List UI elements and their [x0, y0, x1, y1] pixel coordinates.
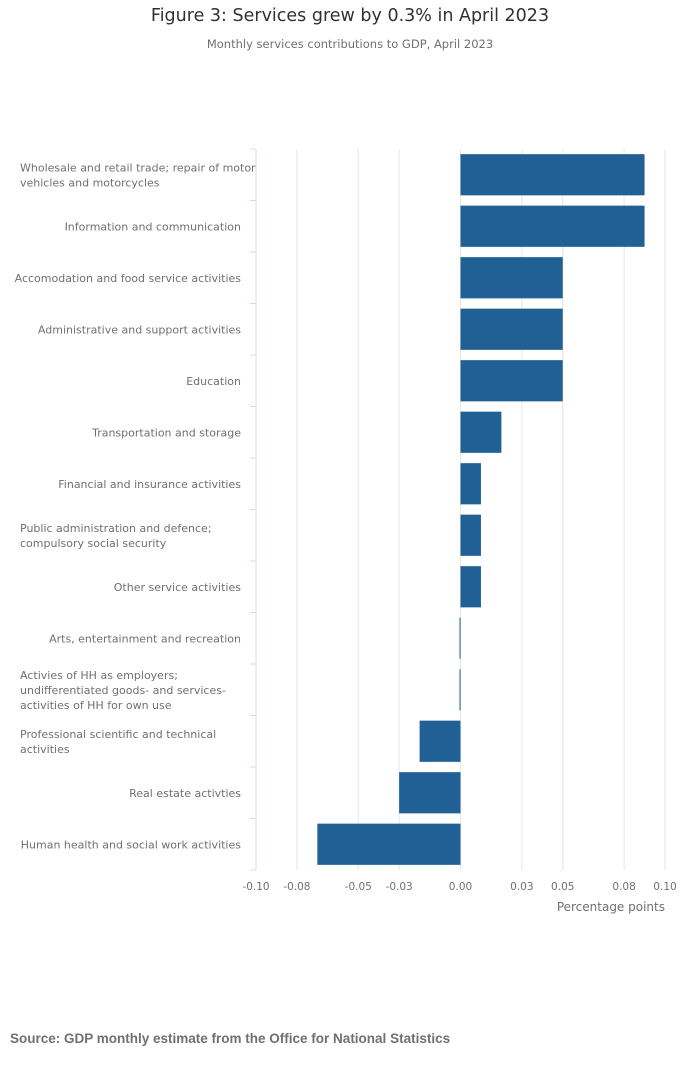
bar[interactable] [459, 617, 461, 659]
bar-chart: Wholesale and retail trade; repair of mo… [15, 148, 677, 914]
category-label: Financial and insurance activities [58, 478, 241, 491]
bar[interactable] [460, 463, 481, 505]
bar[interactable] [460, 514, 481, 556]
category-label: Other service activities [114, 581, 241, 594]
bar[interactable] [460, 566, 481, 608]
category-label: Activies of HH as employers; undifferenti… [20, 669, 226, 712]
chart-subtitle: Monthly services contributions to GDP, A… [206, 37, 494, 51]
category-label: Human health and social work activities [21, 838, 242, 851]
x-tick-label: -0.10 [242, 881, 269, 893]
x-tick-label: -0.08 [283, 881, 310, 893]
bar[interactable] [460, 360, 563, 402]
category-label: Transportation and storage [91, 426, 241, 439]
source-note: Source: GDP monthly estimate from the Of… [10, 1031, 451, 1046]
category-label: Administrative and support activities [38, 323, 241, 336]
category-label: Real estate activties [129, 787, 241, 800]
category-label: Information and communication [65, 220, 241, 233]
bar[interactable] [460, 411, 502, 453]
x-tick-label: 0.05 [551, 881, 574, 893]
x-tick-label: 0.03 [510, 881, 533, 893]
category-label: Public administration and defence; compul… [20, 522, 212, 550]
category-label: Professional scientific and technical act… [20, 728, 216, 756]
category-label: Accomodation and food service activities [15, 272, 242, 285]
bar[interactable] [460, 257, 563, 299]
bar[interactable] [460, 308, 563, 350]
bar[interactable] [460, 154, 645, 196]
bar[interactable] [419, 720, 461, 762]
bar[interactable] [317, 823, 461, 865]
chart-title: Figure 3: Services grew by 0.3% in April… [150, 6, 550, 26]
x-axis-title: Percentage points [557, 900, 665, 914]
category-label: Education [186, 375, 241, 388]
category-label: Wholesale and retail trade; repair of mo… [20, 161, 256, 189]
bar[interactable] [399, 772, 461, 814]
x-tick-label: -0.03 [386, 881, 413, 893]
x-tick-label: 0.08 [612, 881, 635, 893]
x-tick-label: 0.10 [653, 881, 676, 893]
x-tick-label: 0.00 [449, 881, 472, 893]
bar[interactable] [460, 205, 645, 247]
category-label: Arts, entertainment and recreation [49, 632, 241, 645]
bar[interactable] [459, 669, 461, 711]
x-tick-label: -0.05 [345, 881, 372, 893]
